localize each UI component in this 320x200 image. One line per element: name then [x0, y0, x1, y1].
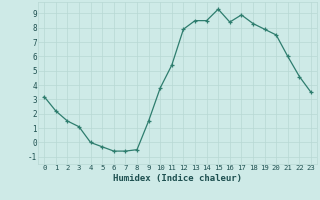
X-axis label: Humidex (Indice chaleur): Humidex (Indice chaleur)	[113, 174, 242, 183]
